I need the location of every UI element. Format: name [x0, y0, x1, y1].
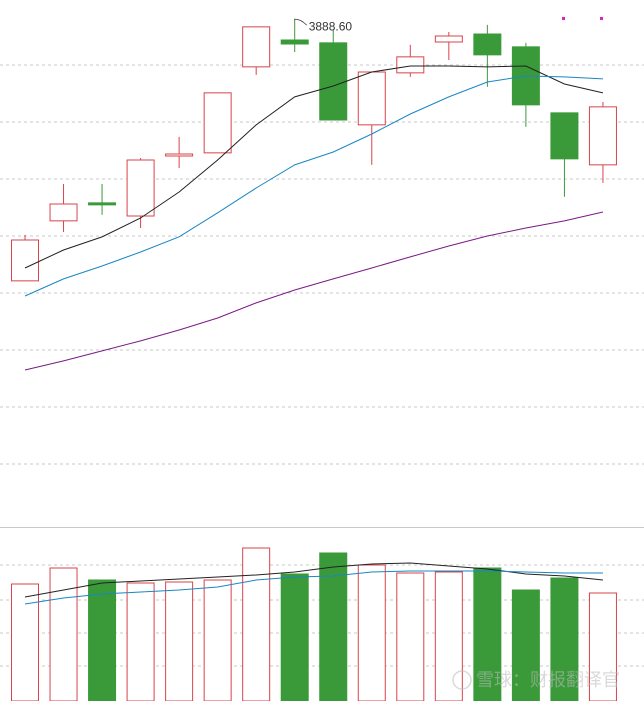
candle-body	[126, 159, 155, 217]
volume-bar	[165, 581, 194, 701]
volume-bar	[319, 552, 348, 701]
volume-bar	[203, 579, 232, 701]
ma-line	[24, 211, 604, 371]
candle-body	[588, 106, 617, 166]
ma-line	[24, 65, 604, 269]
ma-line	[24, 570, 603, 605]
candle-body	[165, 153, 194, 157]
marker-dot	[562, 17, 565, 20]
volume-bar	[242, 547, 271, 701]
annotation: 3888.60	[309, 19, 353, 33]
volume-bar	[280, 573, 309, 701]
volume-bar	[588, 592, 617, 701]
volume-bar	[511, 589, 540, 701]
candle-body	[550, 112, 579, 160]
volume-bar	[550, 577, 579, 701]
volume-bar	[434, 571, 463, 701]
candle-body	[319, 42, 348, 121]
candle-body	[357, 71, 386, 126]
volume-bar	[396, 572, 425, 701]
candle-body	[11, 239, 39, 282]
volume-bar	[473, 567, 502, 701]
ma-line	[24, 75, 603, 297]
candle-body	[280, 39, 309, 45]
candle-body	[242, 26, 271, 68]
marks: 3888.60	[11, 18, 617, 701]
candle-body	[203, 92, 232, 154]
watermark-text: 雪球：财报翻译官	[476, 670, 620, 690]
candle-body	[88, 202, 117, 206]
annotation-pointer	[294, 18, 307, 26]
candle-body	[396, 56, 425, 74]
volume-bar	[126, 582, 155, 701]
watermark: 雪球：财报翻译官	[452, 670, 620, 690]
marker-dot	[600, 17, 603, 20]
volume-bar	[11, 583, 39, 701]
candle-body	[434, 35, 463, 43]
volume-bar	[88, 579, 117, 701]
candle-body	[473, 33, 502, 56]
volume-bar	[357, 564, 386, 701]
candle-body	[49, 203, 78, 222]
